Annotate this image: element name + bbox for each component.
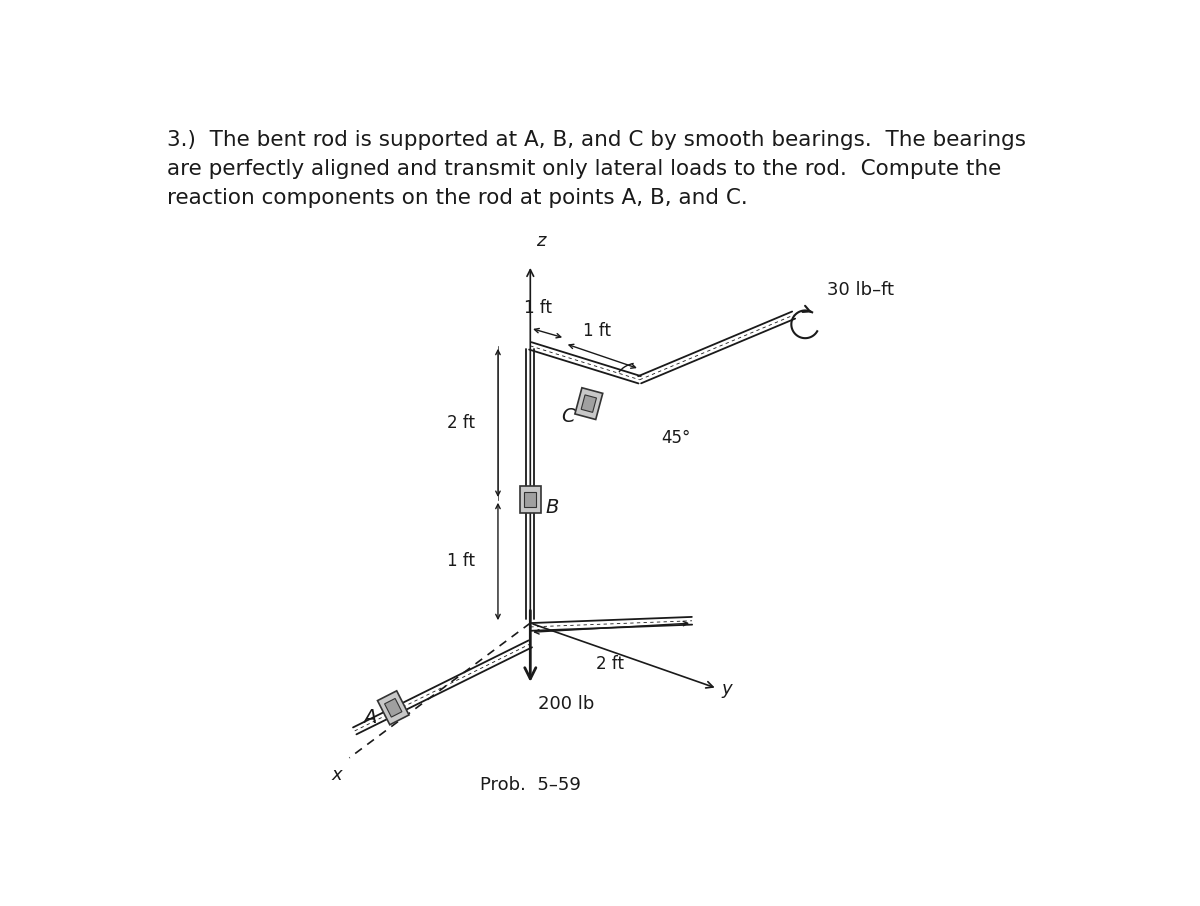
Text: A: A <box>362 708 377 727</box>
Text: B: B <box>546 498 559 517</box>
Polygon shape <box>378 690 409 725</box>
Text: 1 ft: 1 ft <box>446 553 475 571</box>
Text: 45°: 45° <box>661 429 690 448</box>
Text: 3.)  The bent rod is supported at A, B, and C by smooth bearings.  The bearings
: 3.) The bent rod is supported at A, B, a… <box>167 130 1026 207</box>
Text: 2 ft: 2 ft <box>596 655 624 673</box>
Polygon shape <box>384 699 402 718</box>
Text: 2 ft: 2 ft <box>446 414 475 432</box>
Text: y: y <box>721 680 732 698</box>
Text: 1 ft: 1 ft <box>583 322 611 340</box>
Polygon shape <box>581 395 596 412</box>
Text: C: C <box>562 407 575 426</box>
Polygon shape <box>520 487 541 514</box>
Polygon shape <box>524 493 536 507</box>
Polygon shape <box>575 388 602 419</box>
Text: Prob.  5–59: Prob. 5–59 <box>480 776 581 794</box>
Text: z: z <box>536 232 546 250</box>
Text: 200 lb: 200 lb <box>538 696 594 713</box>
Text: x: x <box>331 766 342 784</box>
Text: 30 lb–ft: 30 lb–ft <box>827 281 894 299</box>
Text: 1 ft: 1 ft <box>524 299 552 316</box>
